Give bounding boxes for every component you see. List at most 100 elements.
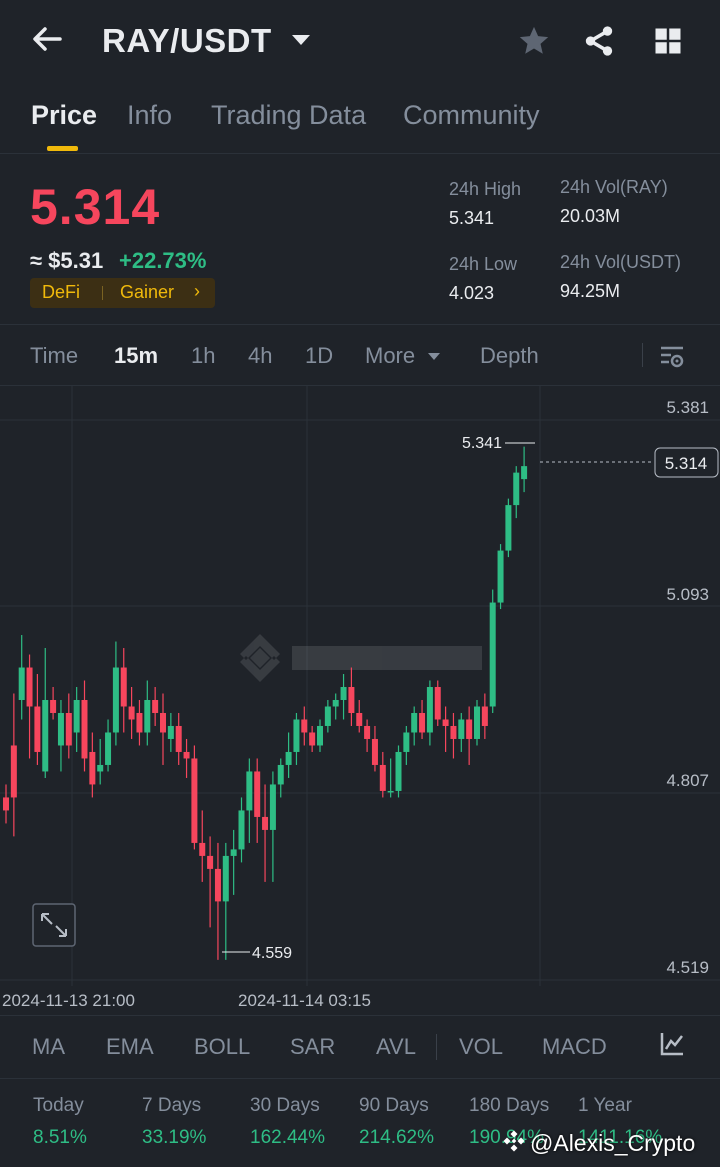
candle-body [89, 751, 96, 785]
perf-value-30d: 162.44% [250, 1127, 326, 1148]
candle-body [434, 687, 441, 720]
divider [642, 343, 643, 367]
candle-body [497, 550, 504, 603]
candle-body [50, 700, 57, 713]
candle-body [128, 706, 135, 720]
candle-body [419, 712, 426, 733]
candle-body [285, 751, 292, 765]
active-tab-indicator [47, 146, 78, 151]
x-tick-label: 2024-11-14 03:15 [238, 991, 371, 1010]
divider [0, 385, 720, 386]
candle-body [474, 706, 480, 739]
y-tick-label: 5.381 [666, 398, 709, 417]
grid-lines [0, 386, 720, 986]
candle-body [230, 849, 237, 856]
candle-body [167, 725, 174, 739]
candle-body [348, 687, 355, 713]
fullscreen-icon[interactable] [32, 903, 76, 947]
candle-body [222, 855, 229, 902]
back-arrow-icon[interactable] [30, 22, 70, 62]
indicator-ema[interactable]: EMA [106, 1034, 154, 1059]
interval-1h[interactable]: 1h [191, 343, 216, 368]
divider [0, 1015, 720, 1016]
divider [0, 324, 720, 325]
caret-down-icon[interactable] [427, 349, 441, 367]
interval-time[interactable]: Time [30, 343, 79, 368]
candle-body [269, 784, 276, 830]
interval-1d[interactable]: 1D [305, 343, 334, 368]
candle-body [65, 712, 72, 746]
stat-low-value: 4.023 [449, 283, 495, 303]
candle-body [442, 719, 449, 726]
candle-body [277, 764, 284, 785]
candle-body [387, 790, 394, 793]
candle-body [356, 712, 363, 726]
interval-4h[interactable]: 4h [248, 343, 273, 368]
candle-body [364, 725, 371, 739]
depth-tab[interactable]: Depth [480, 343, 539, 368]
stat-low-label: 24h Low [449, 254, 518, 274]
x-tick-label: 2024-11-13 21:00 [2, 991, 135, 1010]
candle-body [309, 732, 316, 746]
tab-price[interactable]: Price [31, 100, 98, 130]
candle-body [207, 855, 214, 869]
perf-value-90d: 214.62% [359, 1127, 435, 1148]
stat-vol-base-value: 20.03M [560, 206, 621, 226]
indicator-vol[interactable]: VOL [459, 1034, 504, 1059]
perf-label-180d: 180 Days [469, 1095, 550, 1116]
share-icon[interactable] [582, 24, 616, 63]
indicator-settings-icon[interactable] [658, 1030, 686, 1063]
candle-body [505, 505, 512, 551]
high-marker: 5.341 [462, 435, 535, 452]
price-change-percent: +22.73% [119, 248, 207, 273]
caret-down-icon[interactable] [290, 32, 312, 53]
app-header: RAY/USDT [0, 0, 720, 84]
candle-body [513, 472, 520, 506]
tag-gainer[interactable]: Gainer [120, 282, 175, 302]
grid-icon[interactable] [653, 26, 683, 61]
chevron-right-icon: › [194, 281, 200, 301]
indicator-boll[interactable]: BOLL [194, 1034, 251, 1059]
candle-body [254, 771, 261, 817]
candle-body [183, 751, 190, 759]
candle-body [481, 706, 488, 726]
candle-body [81, 700, 88, 759]
tag-bar[interactable]: DeFi Gainer › [30, 278, 215, 308]
tag-separator [102, 286, 103, 300]
candle-body [199, 842, 206, 856]
perf-label-today: Today [33, 1095, 84, 1116]
candle-body [3, 797, 9, 811]
candle-body [293, 719, 300, 752]
perf-label-1y: 1 Year [578, 1095, 632, 1116]
candle-body [426, 687, 433, 733]
divider [0, 1078, 720, 1079]
tab-trading-data[interactable]: Trading Data [211, 100, 367, 130]
candle-body [371, 738, 378, 765]
indicator-avl[interactable]: AVL [376, 1034, 416, 1059]
watermark-handle: @Alexis_Crypto [530, 1130, 696, 1156]
perf-value-1y: 1411.16% [578, 1127, 663, 1148]
interval-more[interactable]: More [365, 343, 416, 368]
tab-info[interactable]: Info [127, 100, 173, 130]
tab-community[interactable]: Community [403, 100, 540, 130]
y-tick-label: 4.807 [666, 771, 709, 790]
indicator-ma[interactable]: MA [32, 1034, 65, 1059]
candle-body [466, 719, 473, 739]
candle-body [26, 667, 33, 707]
tag-defi[interactable]: DeFi [42, 282, 81, 302]
indicator-sar[interactable]: SAR [290, 1034, 336, 1059]
perf-value-7d: 33.19% [142, 1127, 207, 1148]
candle-body [521, 466, 528, 480]
stat-vol-quote-value: 94.25M [560, 281, 621, 301]
star-icon[interactable] [516, 24, 552, 63]
stat-high-value: 5.341 [449, 208, 495, 228]
candle-body [379, 764, 386, 791]
pair-title[interactable]: RAY/USDT [102, 22, 272, 59]
chart-settings-icon[interactable] [658, 342, 686, 375]
candle-body [175, 725, 182, 752]
perf-label-7d: 7 Days [142, 1095, 202, 1116]
candlestick-chart[interactable]: 5.381 5.093 4.807 4.519 2024-11-13 21:00… [0, 386, 720, 1014]
indicator-macd[interactable]: MACD [542, 1034, 607, 1059]
interval-15m[interactable]: 15m [114, 343, 159, 368]
binance-logo-icon [500, 1126, 528, 1161]
